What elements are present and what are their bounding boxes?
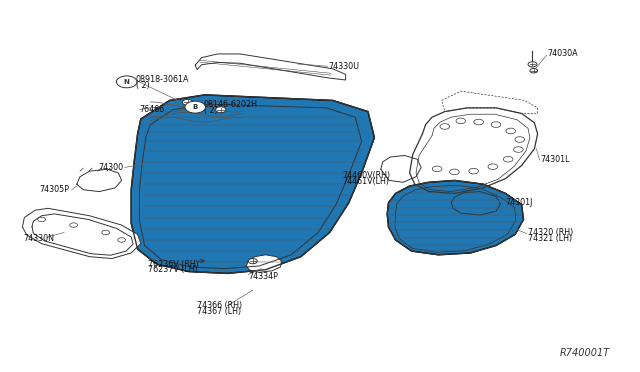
Circle shape: [449, 169, 460, 174]
Text: 74321 (LH): 74321 (LH): [528, 234, 572, 243]
Polygon shape: [195, 54, 346, 80]
Text: R740001T: R740001T: [560, 348, 611, 358]
Circle shape: [185, 101, 205, 113]
Circle shape: [440, 124, 449, 129]
Circle shape: [514, 147, 524, 153]
Text: 74300: 74300: [98, 163, 123, 172]
Polygon shape: [410, 108, 538, 193]
Text: 74320 (RH): 74320 (RH): [528, 228, 573, 237]
Circle shape: [530, 68, 538, 73]
Text: 74330U: 74330U: [328, 62, 360, 71]
Text: 74460V(RH): 74460V(RH): [342, 171, 390, 180]
Text: ( 2): ( 2): [204, 106, 217, 115]
Circle shape: [488, 164, 498, 169]
Text: 74301J: 74301J: [506, 198, 533, 207]
Circle shape: [506, 128, 516, 134]
Circle shape: [456, 118, 466, 124]
Text: B: B: [193, 104, 198, 110]
Circle shape: [102, 230, 109, 235]
Text: 74461V(LH): 74461V(LH): [342, 177, 389, 186]
Polygon shape: [451, 192, 500, 215]
Text: 76237V (LH): 76237V (LH): [148, 265, 198, 274]
PathPatch shape: [387, 180, 524, 255]
Circle shape: [492, 122, 501, 127]
Circle shape: [468, 168, 479, 174]
Polygon shape: [131, 95, 374, 273]
Circle shape: [248, 259, 257, 264]
Text: 74334P: 74334P: [248, 272, 278, 280]
Polygon shape: [387, 180, 524, 255]
Circle shape: [182, 99, 193, 105]
Polygon shape: [22, 208, 141, 259]
Text: 74330N: 74330N: [23, 234, 54, 243]
Text: 76236V (RH): 76236V (RH): [148, 260, 199, 269]
Circle shape: [70, 223, 77, 227]
Text: 74305P: 74305P: [40, 185, 70, 194]
Text: 08146-6202H: 08146-6202H: [204, 100, 257, 109]
Circle shape: [515, 137, 525, 142]
Polygon shape: [246, 255, 282, 272]
Text: 74301L: 74301L: [541, 155, 570, 164]
Text: 08918-3061A: 08918-3061A: [136, 75, 189, 84]
PathPatch shape: [131, 95, 374, 273]
Text: 76466: 76466: [140, 105, 164, 114]
Circle shape: [38, 217, 45, 222]
Circle shape: [433, 166, 442, 171]
Polygon shape: [381, 155, 421, 182]
Circle shape: [216, 107, 226, 113]
Text: 74367 (LH): 74367 (LH): [197, 307, 241, 316]
Circle shape: [116, 76, 137, 88]
Text: 74366 (RH): 74366 (RH): [197, 301, 243, 310]
Circle shape: [504, 156, 513, 162]
Text: N: N: [124, 79, 130, 85]
Text: ( 2): ( 2): [136, 81, 149, 90]
Text: 74030A: 74030A: [547, 49, 578, 58]
Polygon shape: [77, 169, 122, 192]
Circle shape: [528, 62, 537, 67]
Circle shape: [474, 119, 484, 125]
Circle shape: [118, 238, 125, 242]
